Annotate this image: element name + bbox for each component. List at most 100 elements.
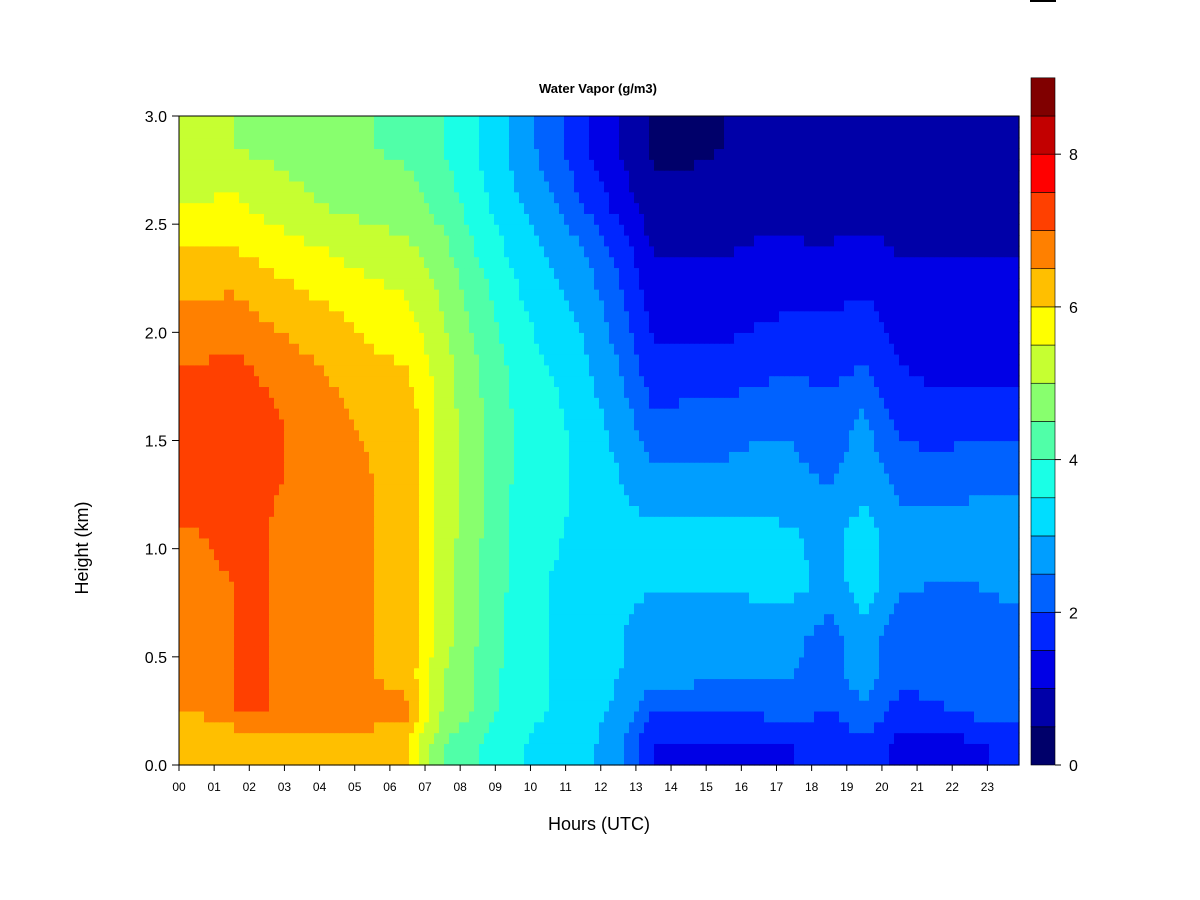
heatmap-cell	[814, 581, 820, 593]
heatmap-cell	[869, 483, 875, 496]
heatmap-cell	[189, 591, 195, 604]
heatmap-cell	[669, 462, 675, 474]
heatmap-cell	[769, 667, 775, 680]
heatmap-cell	[784, 667, 790, 680]
heatmap-cell	[999, 602, 1005, 615]
heatmap-cell	[214, 516, 220, 528]
heatmap-cell	[204, 591, 210, 604]
heatmap-cell	[789, 591, 795, 604]
heatmap-cell	[399, 548, 405, 561]
heatmap-cell	[809, 472, 815, 485]
heatmap-cell	[759, 721, 765, 734]
heatmap-cell	[984, 721, 990, 734]
heatmap-cell	[489, 570, 495, 582]
heatmap-cell	[964, 494, 970, 506]
heatmap-cell	[339, 667, 345, 680]
heatmap-cell	[654, 462, 660, 474]
heatmap-cell	[429, 635, 435, 647]
heatmap-cell	[229, 581, 235, 593]
heatmap-cell	[694, 721, 700, 734]
heatmap-cell	[509, 537, 515, 550]
heatmap-cell	[254, 462, 260, 474]
heatmap-cell	[544, 537, 550, 550]
heatmap-cell	[319, 451, 325, 463]
heatmap-cell	[349, 451, 355, 463]
heatmap-cell	[419, 624, 425, 636]
heatmap-cell	[194, 505, 200, 517]
heatmap-cell	[809, 656, 815, 669]
heatmap-cell	[824, 678, 830, 690]
heatmap-cell	[194, 559, 200, 571]
heatmap-cell	[279, 440, 285, 452]
heatmap-cell	[689, 656, 695, 669]
heatmap-cell	[314, 537, 320, 550]
heatmap-cell	[314, 710, 320, 723]
heatmap-cell	[539, 689, 545, 701]
heatmap-cell	[759, 754, 765, 766]
heatmap-cell	[469, 700, 475, 712]
heatmap-cell	[499, 462, 505, 474]
heatmap-cell	[709, 570, 715, 582]
heatmap-cell	[184, 646, 190, 658]
heatmap-cell	[249, 624, 255, 636]
heatmap-cell	[794, 483, 800, 496]
heatmap-cell	[624, 440, 630, 452]
heatmap-cell	[879, 581, 885, 593]
heatmap-cell	[534, 700, 540, 712]
heatmap-cell	[749, 462, 755, 474]
heatmap-cell	[534, 440, 540, 452]
heatmap-cell	[904, 678, 910, 690]
heatmap-cell	[459, 656, 465, 669]
heatmap-cell	[294, 537, 300, 550]
heatmap-cell	[419, 656, 425, 669]
heatmap-cell	[814, 710, 820, 723]
heatmap-cell	[999, 743, 1005, 755]
heatmap-cell	[289, 462, 295, 474]
heatmap-cell	[484, 516, 490, 528]
heatmap-cell	[219, 516, 225, 528]
heatmap-cell	[994, 635, 1000, 647]
heatmap-cell	[374, 743, 380, 755]
heatmap-cell	[284, 602, 290, 615]
heatmap-cell	[584, 516, 590, 528]
heatmap-cell	[874, 581, 880, 593]
heatmap-cell	[299, 635, 305, 647]
heatmap-cell	[339, 754, 345, 766]
heatmap-cell	[684, 516, 690, 528]
heatmap-cell	[354, 635, 360, 647]
heatmap-cell	[474, 700, 480, 712]
heatmap-cell	[814, 516, 820, 528]
heatmap-cell	[969, 743, 975, 755]
heatmap-cell	[704, 462, 710, 474]
heatmap-cell	[724, 635, 730, 647]
heatmap-cell	[289, 494, 295, 506]
heatmap-cell	[934, 570, 940, 582]
heatmap-cell	[209, 678, 215, 690]
heatmap-cell	[504, 537, 510, 550]
heatmap-cell	[469, 754, 475, 766]
heatmap-cell	[859, 656, 865, 669]
heatmap-cell	[989, 516, 995, 528]
heatmap-cell	[604, 581, 610, 593]
heatmap-cell	[704, 689, 710, 701]
heatmap-cell	[524, 591, 530, 604]
heatmap-cell	[784, 451, 790, 463]
heatmap-cell	[944, 613, 950, 625]
heatmap-cell	[529, 527, 535, 539]
heatmap-cell	[869, 472, 875, 485]
heatmap-cell	[949, 516, 955, 528]
heatmap-cell	[444, 570, 450, 582]
heatmap-cell	[609, 624, 615, 636]
heatmap-cell	[744, 451, 750, 463]
heatmap-cell	[899, 483, 905, 496]
heatmap-cell	[824, 527, 830, 539]
heatmap-cell	[239, 624, 245, 636]
heatmap-cell	[309, 483, 315, 496]
heatmap-cell	[969, 624, 975, 636]
heatmap-cell	[874, 494, 880, 506]
heatmap-cell	[999, 689, 1005, 701]
heatmap-cell	[309, 516, 315, 528]
heatmap-cell	[464, 537, 470, 550]
heatmap-cell	[644, 613, 650, 625]
heatmap-cell	[399, 527, 405, 539]
